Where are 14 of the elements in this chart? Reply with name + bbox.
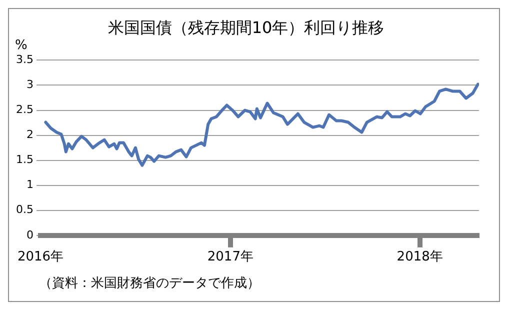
y-tick-label: 0 (26, 228, 34, 242)
x-tick-label: 2018年 (396, 250, 443, 265)
y-tick-label: 3.5 (16, 53, 34, 66)
x-tick-label: 2016年 (17, 250, 64, 265)
y-tick-label: 3 (26, 78, 34, 92)
chart-title: 米国国債（残存期間10年）利回り推移 (108, 18, 384, 37)
y-tick-label: 1.5 (16, 153, 34, 166)
x-tick-label: 2017年 (207, 250, 254, 265)
y-tick-label: 0.5 (16, 203, 34, 216)
y-tick-label: 1 (26, 178, 34, 192)
text: （資料：米国財務省のデータで作成） (39, 276, 260, 291)
y-tick-label: 2.5 (16, 103, 34, 116)
y-tick-label: 2 (26, 128, 34, 142)
y-axis-title: % (15, 38, 28, 54)
